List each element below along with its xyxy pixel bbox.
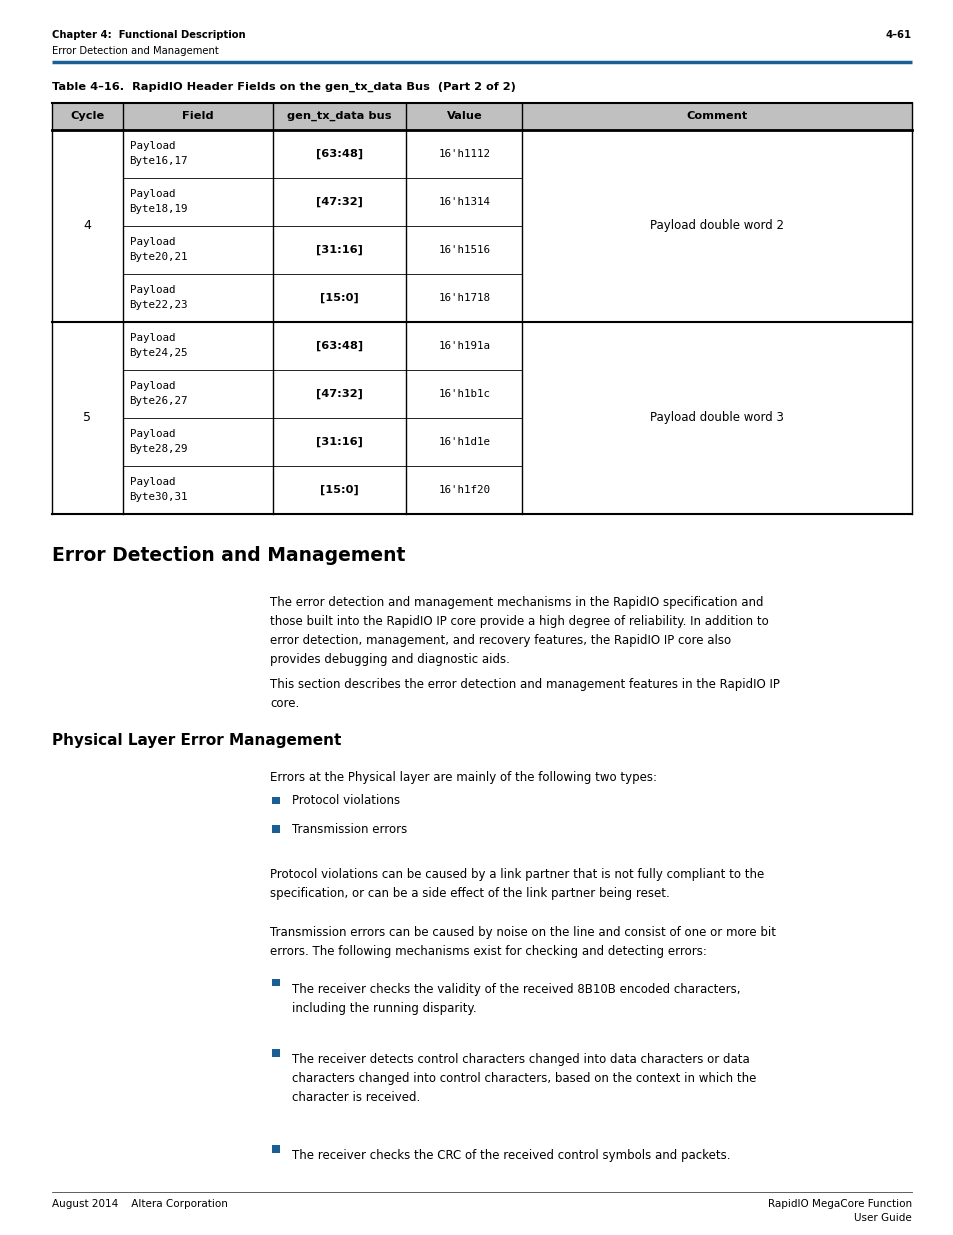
Text: 16'h1f20: 16'h1f20 [438, 484, 490, 494]
Bar [52, 103, 911, 130]
Text: Error Detection and Management: Error Detection and Management [52, 546, 405, 564]
Text: 16'h1718: 16'h1718 [438, 293, 490, 303]
Text: Byte16,17: Byte16,17 [130, 156, 188, 165]
Text: [47:32]: [47:32] [315, 388, 363, 399]
Text: Field: Field [182, 111, 213, 121]
Bar [272, 825, 279, 832]
Text: Byte18,19: Byte18,19 [130, 204, 188, 214]
Text: This section describes the error detection and management features in the RapidI: This section describes the error detecti… [270, 678, 779, 709]
Text: The receiver checks the validity of the received 8B10B encoded characters,
inclu: The receiver checks the validity of the … [292, 983, 740, 1014]
Text: RapidIO MegaCore Function
User Guide: RapidIO MegaCore Function User Guide [767, 1199, 911, 1223]
Text: Payload: Payload [130, 429, 174, 438]
Text: 5: 5 [83, 411, 91, 424]
Text: Protocol violations can be caused by a link partner that is not fully compliant : Protocol violations can be caused by a l… [270, 867, 763, 899]
Text: The error detection and management mechanisms in the RapidIO specification and
t: The error detection and management mecha… [270, 595, 768, 666]
Text: Payload double word 3: Payload double word 3 [650, 411, 783, 424]
Text: Payload: Payload [130, 237, 174, 247]
Bar [272, 1145, 279, 1152]
Text: August 2014    Altera Corporation: August 2014 Altera Corporation [52, 1199, 228, 1209]
Text: 4–61: 4–61 [885, 30, 911, 40]
Text: Byte24,25: Byte24,25 [130, 348, 188, 358]
Text: Byte30,31: Byte30,31 [130, 492, 188, 501]
Text: Byte22,23: Byte22,23 [130, 300, 188, 310]
Text: Payload: Payload [130, 141, 174, 151]
Text: Payload: Payload [130, 285, 174, 295]
Text: Payload: Payload [130, 382, 174, 391]
Text: 16'h1112: 16'h1112 [438, 148, 490, 158]
Text: The receiver checks the CRC of the received control symbols and packets.: The receiver checks the CRC of the recei… [292, 1149, 730, 1162]
Text: 4: 4 [83, 219, 91, 232]
Text: [31:16]: [31:16] [315, 245, 363, 254]
Text: The receiver detects control characters changed into data characters or data
cha: The receiver detects control characters … [292, 1053, 756, 1104]
Text: [31:16]: [31:16] [315, 436, 363, 447]
Text: [47:32]: [47:32] [315, 196, 363, 206]
Text: gen_tx_data bus: gen_tx_data bus [287, 111, 392, 121]
Text: Payload: Payload [130, 333, 174, 343]
Text: Physical Layer Error Management: Physical Layer Error Management [52, 732, 341, 747]
Text: Payload: Payload [130, 189, 174, 199]
Text: Protocol violations: Protocol violations [292, 794, 399, 806]
Text: 16'h1516: 16'h1516 [438, 245, 490, 254]
Text: [63:48]: [63:48] [315, 148, 363, 158]
Text: Byte26,27: Byte26,27 [130, 396, 188, 406]
Text: Byte28,29: Byte28,29 [130, 445, 188, 454]
Text: Value: Value [446, 111, 481, 121]
Text: [63:48]: [63:48] [315, 341, 363, 351]
Text: [15:0]: [15:0] [320, 293, 358, 303]
Text: Payload double word 2: Payload double word 2 [650, 219, 783, 232]
Text: Comment: Comment [686, 111, 747, 121]
Text: 16'h1b1c: 16'h1b1c [438, 389, 490, 399]
Text: Byte20,21: Byte20,21 [130, 252, 188, 262]
Text: 16'h191a: 16'h191a [438, 341, 490, 351]
Bar [272, 979, 279, 987]
Bar [272, 1050, 279, 1057]
Text: Table 4–16.  RapidIO Header Fields on the gen_tx_data Bus  (Part 2 of 2): Table 4–16. RapidIO Header Fields on the… [52, 82, 516, 93]
Text: [15:0]: [15:0] [320, 484, 358, 495]
Text: Transmission errors: Transmission errors [292, 823, 407, 836]
Text: Error Detection and Management: Error Detection and Management [52, 47, 218, 57]
Bar [272, 797, 279, 804]
Text: Chapter 4:  Functional Description: Chapter 4: Functional Description [52, 30, 245, 40]
Text: Transmission errors can be caused by noise on the line and consist of one or mor: Transmission errors can be caused by noi… [270, 925, 775, 957]
Text: 16'h1314: 16'h1314 [438, 196, 490, 206]
Text: 16'h1d1e: 16'h1d1e [438, 436, 490, 447]
Text: Errors at the Physical layer are mainly of the following two types:: Errors at the Physical layer are mainly … [270, 771, 657, 783]
Text: Payload: Payload [130, 477, 174, 487]
Text: Cycle: Cycle [71, 111, 104, 121]
